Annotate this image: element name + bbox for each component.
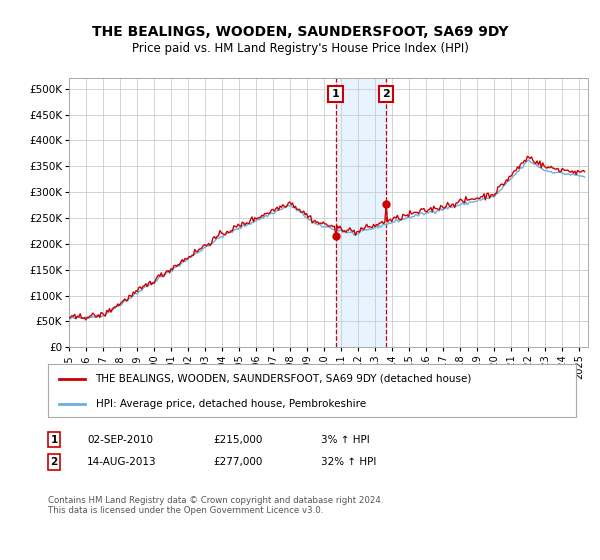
- Text: 14-AUG-2013: 14-AUG-2013: [87, 457, 157, 467]
- Text: 1: 1: [332, 89, 340, 99]
- Text: 2: 2: [50, 457, 58, 467]
- Text: HPI: Average price, detached house, Pembrokeshire: HPI: Average price, detached house, Pemb…: [95, 399, 365, 409]
- Bar: [335, 78, 386, 347]
- Text: 1: 1: [50, 435, 58, 445]
- Text: 02-SEP-2010: 02-SEP-2010: [87, 435, 153, 445]
- Text: THE BEALINGS, WOODEN, SAUNDERSFOOT, SA69 9DY: THE BEALINGS, WOODEN, SAUNDERSFOOT, SA69…: [92, 25, 508, 39]
- Text: £215,000: £215,000: [213, 435, 262, 445]
- Text: THE BEALINGS, WOODEN, SAUNDERSFOOT, SA69 9DY (detached house): THE BEALINGS, WOODEN, SAUNDERSFOOT, SA69…: [95, 374, 472, 384]
- Text: Contains HM Land Registry data © Crown copyright and database right 2024.
This d: Contains HM Land Registry data © Crown c…: [48, 496, 383, 515]
- Text: Price paid vs. HM Land Registry's House Price Index (HPI): Price paid vs. HM Land Registry's House …: [131, 42, 469, 55]
- Text: 3% ↑ HPI: 3% ↑ HPI: [321, 435, 370, 445]
- Text: 32% ↑ HPI: 32% ↑ HPI: [321, 457, 376, 467]
- Text: 2: 2: [382, 89, 390, 99]
- Text: £277,000: £277,000: [213, 457, 262, 467]
